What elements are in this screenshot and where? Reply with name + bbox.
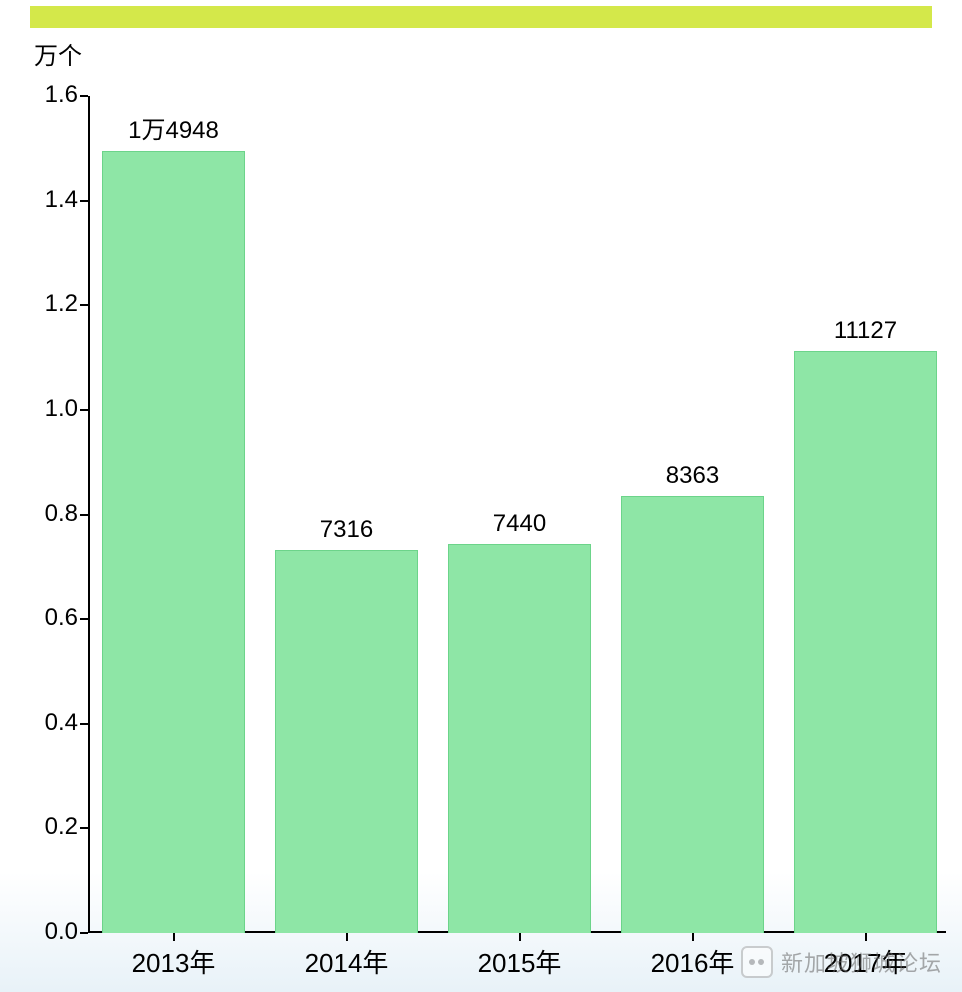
x-tick [692, 933, 694, 941]
x-tick-label: 2014年 [275, 943, 418, 980]
y-tick [80, 514, 88, 516]
y-tick-label: 1.2 [18, 290, 78, 318]
x-tick [519, 933, 521, 941]
y-tick [80, 827, 88, 829]
x-tick [173, 933, 175, 941]
y-tick-label: 0.4 [18, 709, 78, 737]
y-tick [80, 932, 88, 934]
bar-value-label: 7440 [493, 510, 546, 538]
bar-value-label: 1万4948 [128, 110, 219, 145]
watermark-text: 新加坡狮城论坛 [781, 946, 942, 978]
y-tick-label: 0.8 [18, 500, 78, 528]
x-tick [865, 933, 867, 941]
bar [448, 544, 591, 933]
bar [621, 496, 764, 933]
wechat-icon [741, 946, 773, 978]
plot-area: 1万4948 7316 7440 8363 11127 [88, 96, 946, 933]
bar [275, 550, 418, 933]
bar-value-label: 8363 [666, 462, 719, 490]
x-tick [346, 933, 348, 941]
x-tick-label: 2013年 [102, 943, 245, 980]
y-tick [80, 200, 88, 202]
y-tick [80, 618, 88, 620]
y-tick [80, 409, 88, 411]
y-tick-label: 1.0 [18, 395, 78, 423]
bar [102, 151, 245, 933]
bar [794, 351, 937, 933]
y-tick-label: 0.0 [18, 918, 78, 946]
y-tick [80, 304, 88, 306]
y-tick [80, 95, 88, 97]
bar-chart: 万个 1万4948 7316 7440 8363 11127 0.0 0.2 0.4 0.6 0… [0, 38, 962, 992]
y-tick-label: 0.2 [18, 813, 78, 841]
y-tick-label: 0.6 [18, 604, 78, 632]
bar-value-label: 11127 [834, 317, 897, 345]
bar-value-label: 7316 [320, 516, 373, 544]
y-tick-label: 1.4 [18, 186, 78, 214]
y-axis-line [88, 96, 90, 933]
y-tick-label: 1.6 [18, 81, 78, 109]
watermark: 新加坡狮城论坛 [741, 946, 942, 978]
top-stripe [30, 6, 932, 28]
y-tick [80, 723, 88, 725]
y-axis-unit-label: 万个 [34, 36, 82, 71]
x-tick-label: 2015年 [448, 943, 591, 980]
